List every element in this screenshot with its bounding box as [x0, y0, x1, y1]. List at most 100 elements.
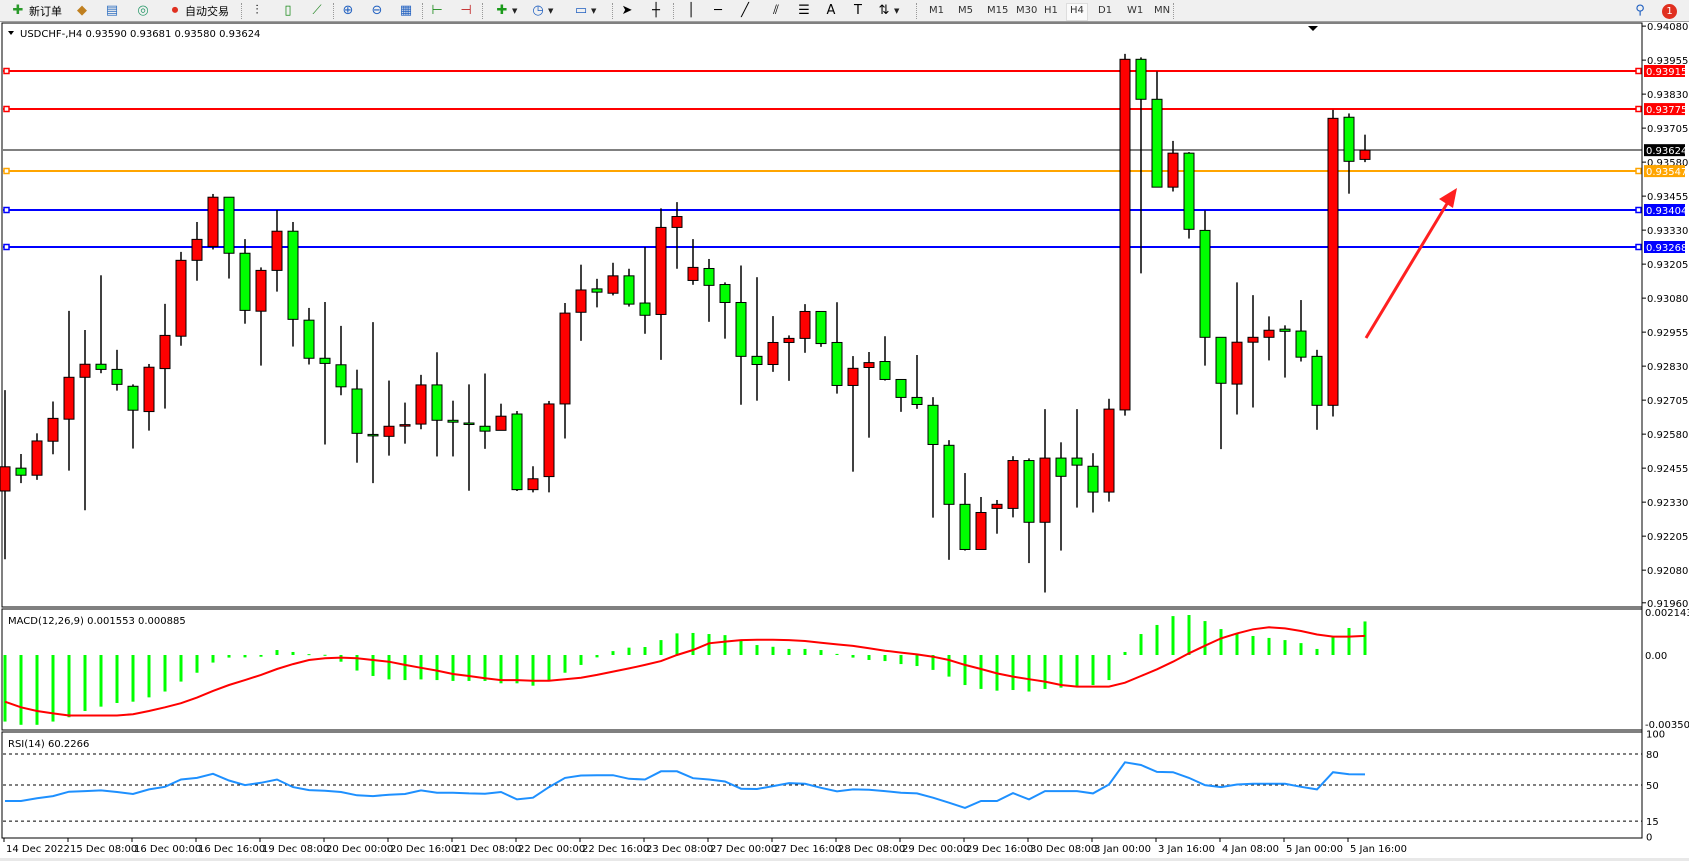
- search-icon[interactable]: ⚲: [1635, 3, 1645, 18]
- level-handle-left[interactable]: [3, 105, 10, 113]
- macd-bar: [1155, 624, 1159, 655]
- market-watch-icon[interactable]: ▤: [105, 3, 119, 18]
- candle: [1359, 134, 1371, 163]
- cursor-icon[interactable]: ➤: [621, 3, 633, 18]
- line-chart-icon[interactable]: ⟋: [312, 3, 322, 18]
- macd-bar: [515, 655, 519, 684]
- level-handle-right[interactable]: [1635, 206, 1642, 214]
- macd-bar: [3, 655, 7, 722]
- candle-body: [399, 424, 411, 427]
- rsi-tick-label: 15: [1646, 817, 1659, 828]
- candle-body: [911, 396, 923, 405]
- candle: [15, 454, 27, 484]
- level-handle-left[interactable]: [3, 206, 10, 214]
- auto-scroll-icon[interactable]: ⊢: [431, 3, 443, 18]
- macd-bar: [243, 655, 247, 658]
- timeframe-h4[interactable]: H4: [1066, 3, 1088, 21]
- timeframe-h1[interactable]: H1: [1044, 5, 1058, 16]
- chart-shift-marker[interactable]: [1308, 26, 1318, 31]
- candle-body: [127, 385, 139, 411]
- timeframe-d1[interactable]: D1: [1098, 5, 1113, 16]
- time-tick-label: 28 Dec 08:00: [838, 844, 905, 855]
- candle-body: [1151, 98, 1163, 188]
- price-tick-label: 0.93955: [1647, 56, 1688, 67]
- candle-body: [863, 362, 875, 369]
- timeframe-w1[interactable]: W1: [1127, 5, 1144, 16]
- candle-body: [463, 422, 475, 425]
- macd-bar: [691, 632, 695, 655]
- candle: [1263, 316, 1275, 361]
- candle: [591, 278, 603, 308]
- candle: [815, 310, 827, 347]
- candlestick-icon[interactable]: ▯: [284, 3, 292, 18]
- candle-body: [1135, 58, 1147, 100]
- timeframe-m1[interactable]: M1: [929, 5, 944, 16]
- tile-windows-icon[interactable]: ▦: [399, 3, 413, 18]
- level-handle-right[interactable]: [1635, 167, 1642, 175]
- timeframe-m15[interactable]: M15: [987, 5, 1009, 16]
- timeframe-mn[interactable]: MN: [1154, 5, 1171, 16]
- candle: [1055, 442, 1067, 551]
- crosshair-icon[interactable]: ┼: [652, 3, 660, 18]
- macd-bar: [755, 645, 759, 655]
- periods-icon[interactable]: ◷ ▼: [532, 3, 554, 18]
- text-icon[interactable]: A: [826, 3, 836, 18]
- history-icon[interactable]: ◆: [77, 3, 87, 18]
- candle: [975, 496, 987, 550]
- macd-bar: [1203, 621, 1207, 655]
- text-label-icon[interactable]: T: [854, 3, 862, 18]
- candle: [911, 354, 923, 409]
- fibonacci-icon[interactable]: ☰: [798, 3, 810, 18]
- equidistant-channel-icon[interactable]: ⫽: [773, 3, 779, 18]
- candle: [1247, 295, 1259, 408]
- new-order-button[interactable]: ✚ 新订单: [10, 2, 62, 20]
- candle-body: [47, 417, 59, 442]
- vertical-line-icon[interactable]: │: [687, 3, 695, 18]
- zoom-out-icon[interactable]: ⊖: [371, 3, 383, 18]
- timeframe-m5[interactable]: M5: [958, 5, 973, 16]
- macd-bar: [1299, 643, 1303, 655]
- macd-bar: [883, 655, 887, 662]
- timeframe-m30[interactable]: M30: [1016, 5, 1038, 16]
- arrow-shaft[interactable]: [1364, 201, 1450, 339]
- candle-body: [111, 368, 123, 385]
- macd-bar: [563, 655, 567, 673]
- level-handle-right[interactable]: [1635, 243, 1642, 251]
- candle: [223, 196, 235, 279]
- macd-signal-line: [4, 626, 1366, 717]
- level-handle-left[interactable]: [3, 243, 10, 251]
- bar-chart-icon[interactable]: ⫶: [255, 3, 259, 18]
- macd-bar: [1091, 655, 1095, 686]
- candle: [415, 374, 427, 430]
- horizontal-line-icon[interactable]: ─: [714, 3, 722, 18]
- collapse-triangle-icon[interactable]: [8, 31, 14, 35]
- candle: [1327, 109, 1339, 417]
- macd-bar: [947, 655, 951, 677]
- zoom-in-icon[interactable]: ⊕: [342, 3, 354, 18]
- level-handle-left[interactable]: [3, 67, 10, 75]
- candle: [1231, 282, 1243, 415]
- candle-body: [1119, 58, 1131, 411]
- candle-body: [239, 252, 251, 311]
- candle-body: [975, 511, 987, 550]
- level-handle-right[interactable]: [1635, 67, 1642, 75]
- notifications-icon[interactable]: 1: [1662, 2, 1677, 20]
- candle-body: [31, 440, 43, 476]
- macd-bar: [771, 646, 775, 655]
- arrows-icon[interactable]: ⇅ ▼: [878, 3, 900, 18]
- chart-shift-icon[interactable]: ⊣: [460, 3, 472, 18]
- level-handle-left[interactable]: [3, 167, 10, 175]
- auto-trading-button[interactable]: ⏺ 自动交易: [167, 2, 229, 20]
- macd-pane[interactable]: [1, 608, 1643, 731]
- trend-arrow[interactable]: [1364, 188, 1457, 339]
- macd-bar: [211, 655, 215, 663]
- indicators-icon[interactable]: ✚ ▼: [496, 3, 518, 18]
- trendline-icon[interactable]: ╱: [741, 3, 749, 18]
- level-handle-right[interactable]: [1635, 105, 1642, 113]
- rsi-tick-label: 100: [1646, 729, 1665, 740]
- candle-body: [527, 478, 539, 491]
- templates-icon[interactable]: ▭ ▼: [574, 3, 597, 18]
- level-price-label-box: [1644, 240, 1685, 253]
- signals-icon[interactable]: ◎: [137, 3, 149, 18]
